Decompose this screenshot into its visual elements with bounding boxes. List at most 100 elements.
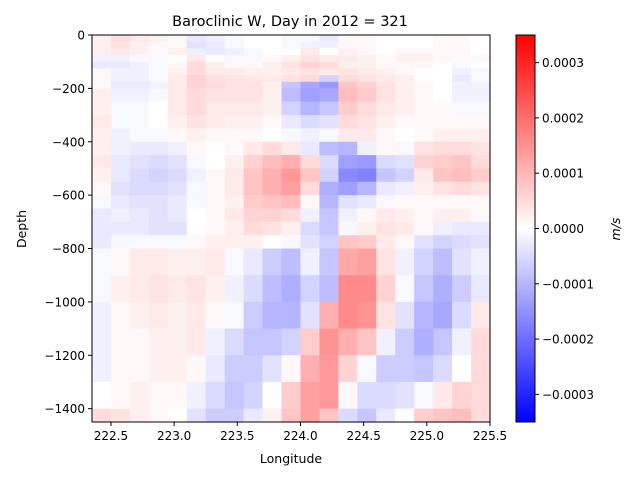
heatmap-cell: [376, 61, 396, 69]
heatmap-cell: [338, 68, 358, 76]
heatmap-cell: [433, 301, 453, 330]
heatmap-cell: [357, 355, 377, 383]
heatmap-cell: [243, 128, 264, 143]
colorbar-tick-label: −0.0001: [542, 277, 594, 291]
heatmap-cell: [471, 55, 491, 63]
heatmap-cell: [110, 328, 131, 356]
heatmap-cell: [129, 48, 150, 56]
heatmap-cell: [186, 68, 207, 76]
heatmap-cell: [357, 195, 377, 210]
heatmap-cell: [129, 128, 150, 143]
heatmap-cell: [376, 115, 396, 130]
heatmap-cell: [167, 55, 188, 63]
heatmap-cell: [148, 301, 169, 330]
heatmap-cell: [471, 141, 491, 156]
heatmap-cell: [167, 75, 188, 83]
heatmap-cell: [148, 195, 169, 210]
heatmap-cell: [376, 195, 396, 210]
heatmap-cell: [262, 221, 283, 236]
heatmap-cell: [262, 61, 283, 69]
heatmap-cell: [452, 68, 472, 76]
heatmap-cell: [205, 88, 226, 103]
heatmap-cell: [357, 115, 377, 130]
heatmap-cell: [224, 55, 245, 63]
heatmap-cell: [167, 128, 188, 143]
heatmap-cell: [243, 381, 264, 410]
heatmap-cell: [205, 235, 226, 250]
heatmap-cell: [319, 381, 339, 410]
heatmap-cell: [319, 81, 339, 89]
heatmap-cell: [92, 155, 112, 170]
heatmap-cell: [281, 235, 302, 250]
heatmap-cell: [205, 128, 226, 143]
heatmap-cell: [224, 155, 245, 170]
heatmap-cell: [281, 41, 302, 49]
heatmap-cell: [300, 155, 321, 170]
heatmap-cell: [148, 408, 169, 423]
heatmap-cell: [224, 248, 245, 276]
heatmap-cell: [167, 381, 188, 410]
heatmap-cell: [414, 128, 434, 143]
heatmap-cell: [281, 115, 302, 130]
heatmap-cell: [357, 41, 377, 49]
heatmap-cell: [243, 35, 264, 43]
heatmap-cell: [452, 41, 472, 49]
heatmap-cell: [186, 248, 207, 276]
heatmap-cell: [452, 208, 472, 223]
heatmap-cell: [92, 55, 112, 63]
heatmap-cell: [452, 328, 472, 356]
y-tick-label: −1200: [44, 349, 85, 363]
heatmap-cell: [243, 195, 264, 210]
heatmap-cell: [414, 155, 434, 170]
heatmap-cell: [376, 408, 396, 423]
heatmap-cell: [186, 101, 207, 116]
heatmap-cell: [357, 101, 377, 116]
heatmap-cell: [452, 235, 472, 250]
heatmap-cell: [357, 221, 377, 236]
heatmap-cell: [376, 88, 396, 103]
heatmap-cell: [205, 408, 226, 423]
heatmap-cell: [224, 328, 245, 356]
heatmap-cell: [414, 88, 434, 103]
heatmap-cell: [300, 328, 321, 356]
heatmap-cell: [167, 155, 188, 170]
heatmap-cell: [262, 55, 283, 63]
heatmap-cell: [300, 141, 321, 156]
heatmap-cell: [262, 81, 283, 89]
heatmap-cell: [262, 195, 283, 210]
heatmap-cell: [414, 235, 434, 250]
heatmap-cell: [338, 221, 358, 236]
heatmap-cell: [357, 235, 377, 250]
heatmap-cell: [243, 328, 264, 356]
heatmap-cell: [395, 275, 415, 303]
heatmap-cell: [224, 101, 245, 116]
heatmap-cell: [148, 35, 169, 43]
heatmap-cell: [471, 221, 491, 236]
heatmap-cell: [376, 275, 396, 303]
heatmap-cell: [376, 168, 396, 183]
heatmap-cell: [281, 81, 302, 89]
heatmap-cell: [300, 168, 321, 183]
heatmap-cell: [395, 88, 415, 103]
heatmap-cell: [281, 408, 302, 423]
heatmap-cell: [452, 301, 472, 330]
heatmap-cell: [92, 75, 112, 83]
heatmap-cell: [433, 208, 453, 223]
heatmap-cell: [186, 275, 207, 303]
heatmap-cell: [281, 208, 302, 223]
heatmap-cell: [414, 208, 434, 223]
heatmap-cell: [300, 355, 321, 383]
heatmap-cell: [92, 141, 112, 156]
heatmap-cell: [205, 328, 226, 356]
heatmap-cell: [148, 248, 169, 276]
heatmap-cell: [471, 68, 491, 76]
heatmap-cell: [319, 55, 339, 63]
heatmap-cell: [395, 328, 415, 356]
heatmap-cell: [186, 75, 207, 83]
heatmap-cell: [395, 381, 415, 410]
heatmap-cell: [452, 155, 472, 170]
heatmap-cell: [452, 101, 472, 116]
x-tick-label: 225.5: [473, 429, 507, 443]
heatmap-cell: [92, 115, 112, 130]
